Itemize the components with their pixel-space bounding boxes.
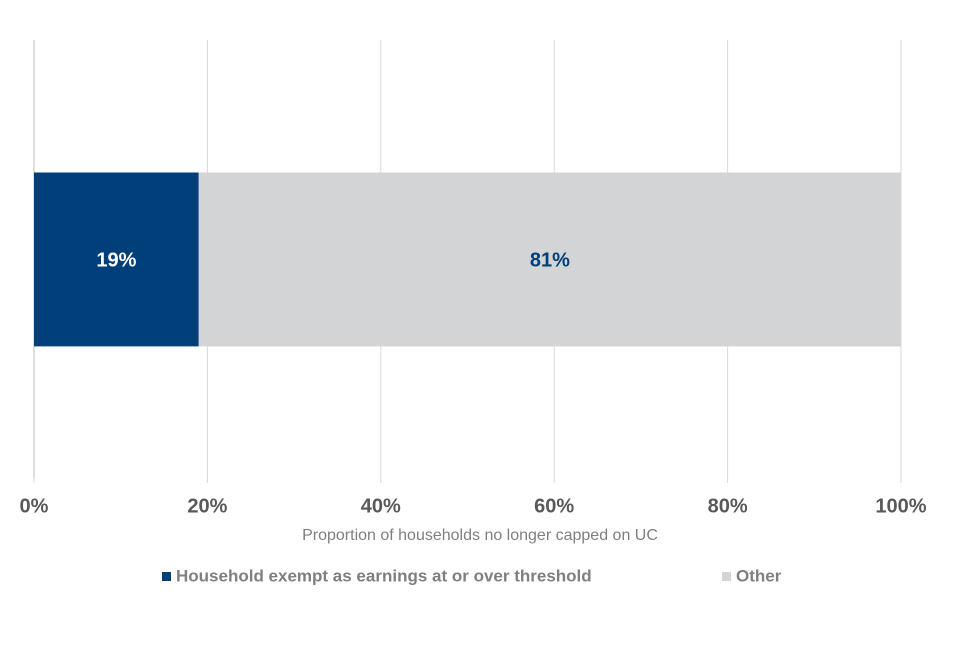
bar-segment (198, 172, 902, 347)
x-tick-label: 20% (187, 495, 227, 517)
value-label: 81% (530, 250, 570, 272)
x-tick-label: 60% (534, 495, 574, 517)
bar-segment (34, 172, 199, 347)
legend-swatch (162, 572, 171, 581)
x-tick-label: 40% (361, 495, 401, 517)
x-tick-label: 0% (20, 495, 49, 517)
x-tick-label: 100% (875, 495, 926, 517)
legend-label: Household exempt as earnings at or over … (176, 566, 592, 585)
x-axis-title: Proportion of households no longer cappe… (302, 527, 658, 544)
legend-swatch (722, 572, 731, 581)
legend-label: Other (736, 566, 782, 585)
x-tick-label: 80% (708, 495, 748, 517)
value-label: 19% (96, 250, 136, 272)
